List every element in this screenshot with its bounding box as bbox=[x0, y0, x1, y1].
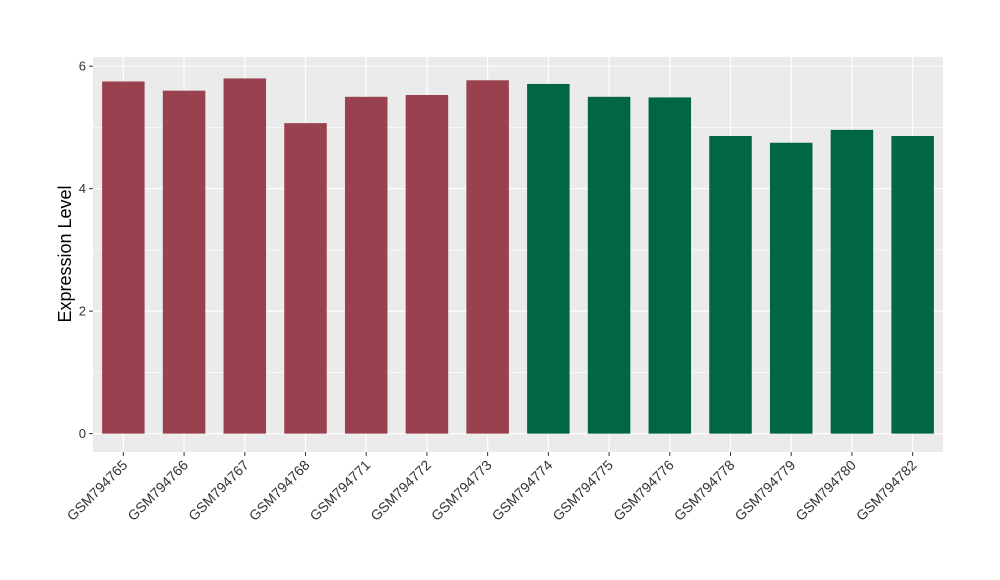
x-tick-label: GSM794772 bbox=[367, 457, 434, 524]
x-tick-label: GSM794780 bbox=[792, 457, 859, 524]
x-tick-label: GSM794779 bbox=[731, 457, 798, 524]
x-tick-label: GSM794778 bbox=[671, 457, 738, 524]
plot-panel bbox=[93, 57, 943, 452]
x-tick-label: GSM794776 bbox=[610, 457, 677, 524]
bar-GSM794773 bbox=[466, 80, 509, 434]
y-tick-label: 4 bbox=[79, 181, 86, 196]
bar-GSM794782 bbox=[891, 136, 934, 434]
bar-GSM794775 bbox=[587, 96, 631, 434]
x-tick-label: GSM794767 bbox=[185, 457, 252, 524]
y-axis: 0 2 4 6 bbox=[79, 59, 93, 441]
x-tick-label: GSM794766 bbox=[124, 457, 191, 524]
y-tick-label: 2 bbox=[79, 304, 86, 319]
bar-GSM794774 bbox=[527, 83, 570, 434]
bar-GSM794765 bbox=[102, 81, 145, 434]
x-axis: GSM794765GSM794766GSM794767GSM794768GSM7… bbox=[64, 452, 920, 524]
bars-group bbox=[102, 78, 934, 434]
x-tick-label: GSM794771 bbox=[306, 457, 373, 524]
bar-GSM794772 bbox=[405, 94, 449, 434]
bar-GSM794780 bbox=[830, 129, 874, 434]
x-tick-label: GSM794782 bbox=[853, 457, 920, 524]
bar-GSM794768 bbox=[284, 123, 327, 434]
x-tick-label: GSM794775 bbox=[549, 457, 616, 524]
x-tick-label: GSM794765 bbox=[64, 457, 131, 524]
y-tick-label: 0 bbox=[79, 426, 86, 441]
x-tick-label: GSM794773 bbox=[428, 457, 495, 524]
bar-GSM794778 bbox=[709, 136, 752, 434]
bar-GSM794771 bbox=[344, 96, 388, 434]
bar-GSM794779 bbox=[769, 142, 813, 434]
x-tick-label: GSM794774 bbox=[489, 457, 556, 524]
x-tick-label: GSM794768 bbox=[246, 457, 313, 524]
bar-GSM794767 bbox=[223, 78, 267, 434]
y-tick-label: 6 bbox=[79, 59, 86, 74]
bar-GSM794776 bbox=[648, 97, 692, 434]
bar-GSM794766 bbox=[162, 90, 206, 434]
y-axis-title: Expression Level bbox=[55, 185, 75, 322]
